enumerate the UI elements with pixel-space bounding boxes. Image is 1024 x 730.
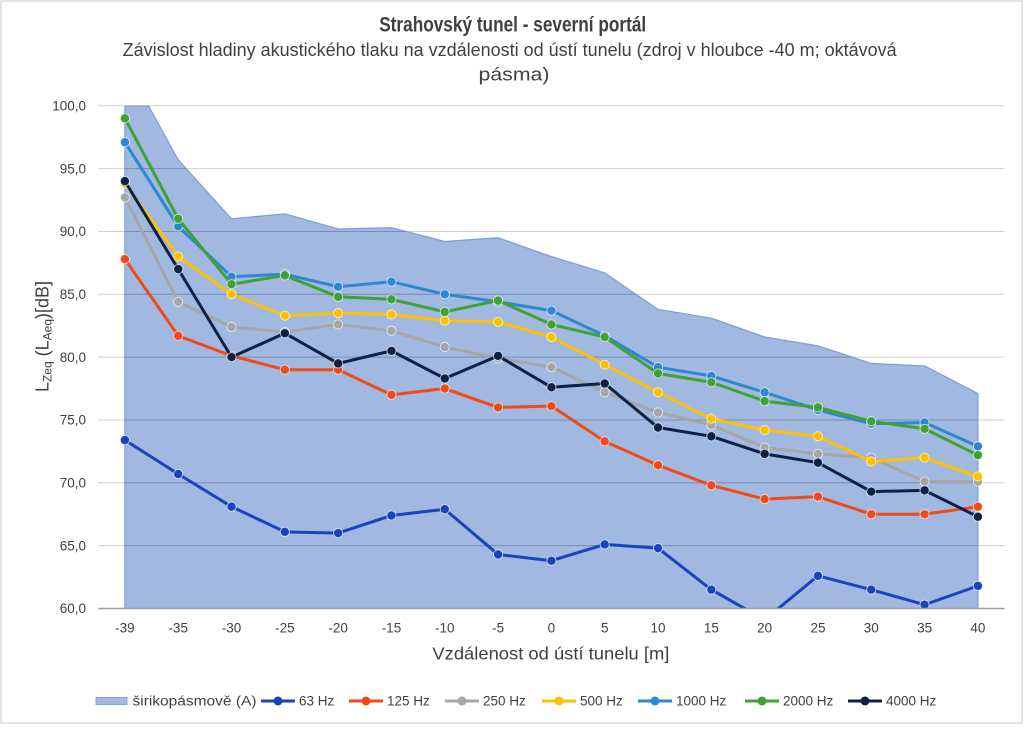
svg-text:10: 10 xyxy=(651,621,666,636)
svg-text:25: 25 xyxy=(810,621,825,636)
svg-text:500 Hz: 500 Hz xyxy=(580,693,623,708)
svg-text:40: 40 xyxy=(970,621,985,636)
svg-text:65,0: 65,0 xyxy=(60,538,86,553)
svg-text:Strahovský tunel - severní por: Strahovský tunel - severní portál xyxy=(379,14,646,37)
svg-text:-20: -20 xyxy=(328,621,348,636)
svg-text:-15: -15 xyxy=(382,621,402,636)
svg-text:80,0: 80,0 xyxy=(60,350,86,365)
svg-text:2000 Hz: 2000 Hz xyxy=(783,693,834,708)
svg-text:30: 30 xyxy=(864,621,879,636)
svg-text:-30: -30 xyxy=(222,621,242,636)
svg-text:-10: -10 xyxy=(435,621,455,636)
svg-text:63 Hz: 63 Hz xyxy=(299,693,335,708)
svg-text:1000 Hz: 1000 Hz xyxy=(676,693,727,708)
svg-text:-39: -39 xyxy=(115,621,135,636)
svg-text:pásma): pásma) xyxy=(479,65,550,85)
svg-text:-35: -35 xyxy=(168,621,188,636)
svg-text:60,0: 60,0 xyxy=(60,601,86,616)
svg-text:85,0: 85,0 xyxy=(60,287,86,302)
svg-text:90,0: 90,0 xyxy=(60,224,86,239)
svg-text:95,0: 95,0 xyxy=(60,161,86,176)
svg-text:125 Hz: 125 Hz xyxy=(387,693,430,708)
svg-text:širikopásmově (A): širikopásmově (A) xyxy=(133,693,257,708)
svg-text:75,0: 75,0 xyxy=(60,413,86,428)
svg-text:0: 0 xyxy=(548,621,556,636)
svg-text:5: 5 xyxy=(601,621,609,636)
svg-text:Závislost hladiny akustického: Závislost hladiny akustického tlaku na v… xyxy=(123,40,898,60)
svg-text:-25: -25 xyxy=(275,621,295,636)
svg-text:35: 35 xyxy=(917,621,932,636)
svg-text:250 Hz: 250 Hz xyxy=(483,693,526,708)
svg-text:20: 20 xyxy=(757,621,772,636)
svg-text:70,0: 70,0 xyxy=(60,476,86,491)
svg-text:4000 Hz: 4000 Hz xyxy=(886,693,937,708)
svg-text:Vzdálenost od ústí tunelu [m]: Vzdálenost od ústí tunelu [m] xyxy=(432,643,669,663)
svg-text:-5: -5 xyxy=(492,621,504,636)
svg-text:15: 15 xyxy=(704,621,719,636)
svg-text:100,0: 100,0 xyxy=(52,98,86,113)
